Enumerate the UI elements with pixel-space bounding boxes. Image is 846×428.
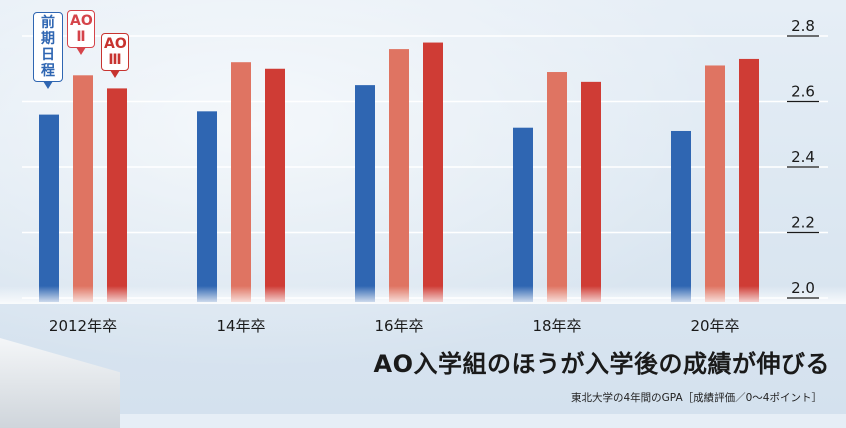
legend-label-zenki-nittei: 前期日程 [33, 12, 63, 89]
bar-chart: 2.0 2.2 2.4 2.6 2.8 2012年卒 14年卒 16年卒 18年卒 20年卒 [0, 17, 846, 335]
legend-char: Ⅱ [76, 29, 86, 45]
legend-char: AO [70, 13, 93, 29]
y-tick-label: 2.0 [791, 279, 815, 297]
legend-label-ao-2: AO Ⅱ [67, 10, 95, 55]
bar-series3-cat1 [107, 88, 127, 303]
legend-char: 期 [41, 31, 55, 47]
headline: AO入学組のほうが入学後の成績が伸びる [373, 350, 830, 378]
bar-series2-cat1 [73, 75, 93, 302]
x-category-label: 18年卒 [532, 317, 581, 335]
y-tick-label: 2.4 [791, 148, 815, 166]
bar-series1-cat1 [39, 114, 59, 302]
bar-series2-cat5 [705, 65, 725, 302]
source-note: 東北大学の4年間のGPA［成績評価／0〜4ポイント］ [570, 392, 822, 404]
y-tick-label: 2.6 [791, 83, 815, 101]
bar-series2-cat2 [231, 62, 251, 303]
legend-char: 日 [41, 47, 55, 63]
legend-char: AO [104, 36, 127, 52]
bar-series3-cat3 [423, 42, 443, 303]
bar-series3-cat4 [581, 81, 601, 302]
y-axis-ticks: 2.0 2.2 2.4 2.6 2.8 [787, 17, 819, 299]
bar-base-fade [0, 286, 846, 304]
legend-label-ao-3: AO Ⅲ [101, 33, 129, 78]
x-category-label: 20年卒 [690, 317, 739, 335]
bar-series3-cat5 [739, 58, 759, 302]
bars [39, 42, 759, 303]
x-category-label: 2012年卒 [49, 317, 117, 335]
y-tick-label: 2.8 [791, 17, 815, 35]
bar-series1-cat3 [355, 85, 375, 302]
bar-series1-cat2 [197, 111, 217, 302]
bar-series3-cat2 [265, 68, 285, 302]
bar-series2-cat3 [389, 49, 409, 302]
bar-series1-cat5 [671, 130, 691, 302]
x-category-label: 14年卒 [216, 317, 265, 335]
x-axis-categories: 2012年卒 14年卒 16年卒 18年卒 20年卒 [49, 317, 740, 335]
legend-char: Ⅲ [108, 52, 122, 68]
legend-char: 程 [41, 63, 55, 79]
legend-char: 前 [41, 15, 55, 31]
bar-series2-cat4 [547, 72, 567, 303]
y-tick-label: 2.2 [791, 214, 815, 232]
x-category-label: 16年卒 [374, 317, 423, 335]
bar-series1-cat4 [513, 127, 533, 302]
